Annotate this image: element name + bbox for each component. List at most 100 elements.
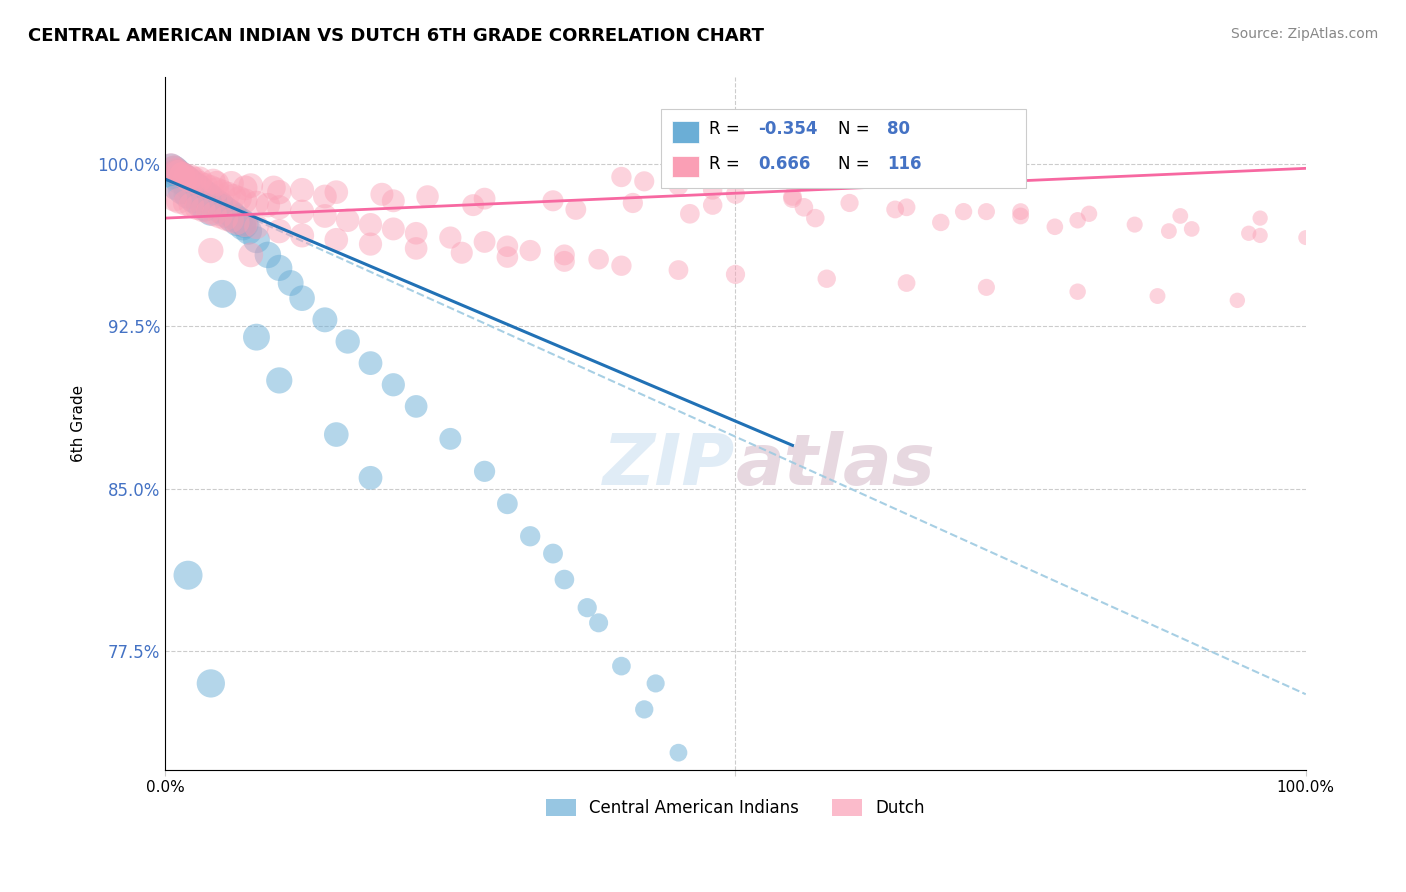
Point — [226, 215, 249, 229]
Point — [884, 202, 907, 217]
Point — [188, 196, 211, 211]
Point — [724, 268, 747, 282]
Point — [208, 198, 231, 212]
Point — [160, 159, 183, 173]
Point — [233, 181, 256, 195]
Point — [896, 200, 918, 214]
Point — [166, 166, 188, 180]
Point — [896, 276, 918, 290]
Point — [496, 497, 519, 511]
Point — [205, 196, 228, 211]
Point — [174, 177, 197, 191]
Point — [174, 169, 197, 184]
Point — [416, 189, 439, 203]
Point — [360, 218, 382, 232]
Point — [782, 189, 804, 203]
Point — [269, 185, 291, 199]
Point — [172, 168, 194, 182]
Point — [226, 215, 249, 229]
Text: -0.354: -0.354 — [758, 120, 818, 138]
Point — [496, 239, 519, 253]
Point — [177, 187, 200, 202]
Point — [205, 177, 228, 191]
Point — [239, 248, 262, 262]
Point — [291, 228, 314, 243]
Point — [188, 177, 211, 191]
Point — [233, 218, 256, 232]
Point — [588, 615, 610, 630]
Point — [280, 276, 302, 290]
Point — [1078, 207, 1101, 221]
Text: 0.666: 0.666 — [758, 155, 811, 173]
Point — [702, 183, 724, 197]
Point — [838, 196, 860, 211]
Point — [1010, 204, 1032, 219]
Point — [177, 172, 200, 186]
Point — [232, 219, 254, 234]
Point — [1226, 293, 1249, 308]
Point — [360, 237, 382, 252]
Point — [177, 568, 200, 582]
Point — [191, 189, 214, 203]
Point — [200, 676, 222, 690]
Point — [633, 174, 655, 188]
Legend: Central American Indians, Dutch: Central American Indians, Dutch — [538, 792, 932, 824]
Point — [371, 187, 394, 202]
Point — [360, 471, 382, 485]
Point — [205, 183, 228, 197]
Point — [610, 259, 633, 273]
Point — [610, 659, 633, 673]
Point — [291, 291, 314, 305]
Point — [197, 204, 219, 219]
Point — [200, 244, 222, 258]
Point — [314, 189, 336, 203]
Point — [172, 183, 194, 197]
Point — [167, 166, 190, 180]
Point — [179, 177, 201, 191]
Point — [222, 209, 245, 223]
Point — [474, 192, 496, 206]
Point — [724, 832, 747, 847]
Point — [174, 196, 197, 211]
Point — [291, 183, 314, 197]
Point — [167, 194, 190, 208]
Point — [183, 178, 205, 193]
Point — [793, 200, 815, 214]
Point — [221, 211, 243, 226]
Point — [214, 211, 236, 226]
Y-axis label: 6th Grade: 6th Grade — [72, 385, 86, 462]
Point — [221, 213, 243, 227]
Point — [188, 183, 211, 197]
Point — [211, 185, 233, 199]
Point — [163, 192, 186, 206]
Point — [160, 161, 183, 176]
Point — [519, 529, 541, 543]
Point — [1181, 222, 1204, 236]
Point — [239, 178, 262, 193]
Point — [214, 207, 236, 221]
Point — [1237, 227, 1260, 241]
Point — [565, 202, 588, 217]
Point — [1168, 209, 1191, 223]
Point — [177, 174, 200, 188]
Point — [190, 185, 212, 199]
Point — [217, 187, 239, 202]
Text: ZIP: ZIP — [603, 431, 735, 500]
Point — [702, 789, 724, 803]
Point — [610, 169, 633, 184]
Point — [197, 194, 219, 208]
Point — [325, 233, 347, 247]
Point — [976, 204, 998, 219]
Point — [463, 198, 485, 212]
Point — [450, 245, 472, 260]
Point — [228, 213, 250, 227]
Point — [702, 198, 724, 212]
Point — [382, 377, 405, 392]
Text: atlas: atlas — [735, 431, 935, 500]
Point — [325, 427, 347, 442]
Point — [245, 330, 267, 344]
Point — [1157, 224, 1180, 238]
Point — [163, 161, 186, 176]
Point — [269, 224, 291, 238]
Point — [588, 252, 610, 267]
